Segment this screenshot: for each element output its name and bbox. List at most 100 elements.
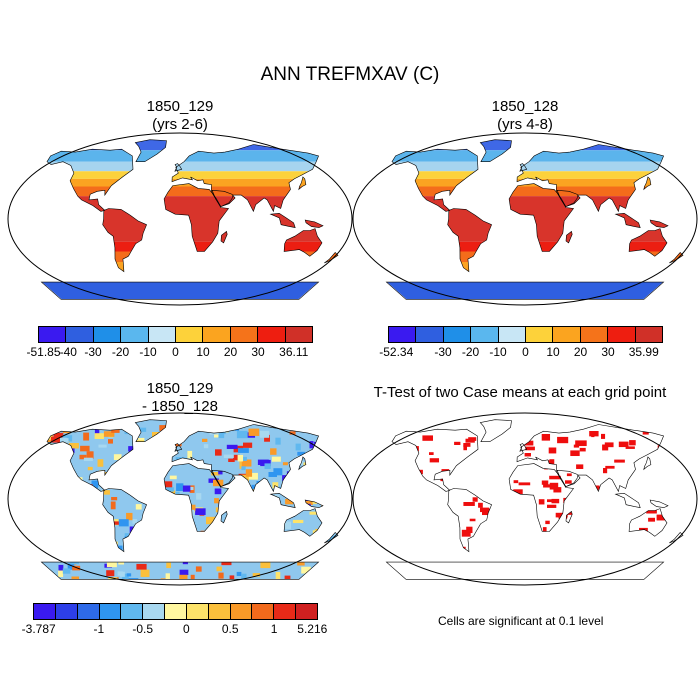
colorbar-1850-129-swatch <box>148 327 177 342</box>
coastline <box>479 419 512 442</box>
coastline <box>324 531 339 544</box>
colorbar-difference <box>33 603 318 620</box>
colorbar-difference-tick-label: 0.5 <box>221 622 239 636</box>
map-border <box>352 412 698 586</box>
coastline <box>447 208 492 273</box>
coastline <box>479 139 512 162</box>
colorbar-difference-swatch <box>121 604 144 619</box>
colorbar-1850-128-tick-label: 30 <box>601 345 615 359</box>
colorbar-1850-128-swatch <box>635 327 663 342</box>
colorbar-1850-129-tick-label: -40 <box>59 345 77 359</box>
panel4-title-line1: T-Test of two Case means at each grid po… <box>373 384 667 401</box>
colorbar-1850-128-tick-label: -10 <box>489 345 507 359</box>
colorbar-difference-tick-label: 5.216 <box>297 622 328 636</box>
colorbar-1850-129-labels: -51.85 -40 -30 -20 -10 0 10 20 30 36.11 <box>26 345 313 361</box>
coastline-antarctica <box>385 561 665 580</box>
colorbar-difference-swatch <box>274 604 297 619</box>
coastline <box>516 424 665 493</box>
map-border <box>7 132 353 306</box>
map-panel-difference <box>7 412 353 586</box>
panel3-title-line2: - 1850_128 <box>142 398 218 415</box>
coastline <box>614 492 641 508</box>
colorbar-1850-129-swatch <box>176 327 204 342</box>
coastline <box>669 251 684 264</box>
coastline <box>508 183 575 252</box>
coastline <box>391 428 479 492</box>
colorbar-1850-129-swatch <box>66 327 94 342</box>
colorbar-1850-129 <box>38 326 313 343</box>
colorbar-1850-129-swatch <box>203 327 231 342</box>
colorbar-1850-128-tick-label: 35.99 <box>628 345 659 359</box>
coastline <box>556 189 581 207</box>
coastline <box>211 189 236 207</box>
panel1-title: 1850_129 (yrs 2-6) <box>30 98 330 134</box>
colorbar-difference-tick-label: -1 <box>93 622 105 636</box>
coastline <box>304 499 324 508</box>
colorbar-difference-tick-label: 0 <box>182 622 190 636</box>
coastline <box>447 488 492 553</box>
colorbar-difference-swatch <box>99 604 122 619</box>
colorbar-1850-129-tick-label: -20 <box>111 345 130 359</box>
map-border <box>7 412 353 586</box>
coastline <box>628 508 668 537</box>
coastline <box>643 456 652 471</box>
coastline <box>174 443 183 452</box>
coastline <box>298 456 307 471</box>
colorbar-difference-tick-label: -3.787 <box>21 622 56 636</box>
colorbar-1850-129-swatch <box>230 327 259 342</box>
colorbar-1850-128-labels: -52.34 -30 -20 -10 0 10 20 30 35.99 <box>379 345 663 361</box>
coastline <box>163 183 230 252</box>
land-fill <box>41 139 338 300</box>
colorbar-1850-129-tick-label: -10 <box>139 345 157 359</box>
coastline <box>508 463 575 532</box>
colorbar-difference-swatch <box>208 604 231 619</box>
coastline <box>46 148 134 212</box>
panel3-title: 1850_129 - 1850_128 <box>30 380 330 416</box>
colorbar-1850-129-tick-label: 0 <box>172 345 179 359</box>
land-fill <box>41 419 338 580</box>
colorbar-1850-128-tick-label: -52.34 <box>379 345 414 359</box>
colorbar-1850-129-tick-label: -30 <box>84 345 102 359</box>
coastline <box>298 176 307 191</box>
colorbar-difference-swatch <box>143 604 166 619</box>
coastline-antarctica <box>40 561 320 580</box>
colorbar-1850-129-tick-label: 30 <box>251 345 265 359</box>
panel4-title: T-Test of two Case means at each grid po… <box>350 384 690 402</box>
coastline <box>519 163 528 172</box>
colorbar-1850-129-swatch <box>258 327 286 342</box>
colorbar-1850-128-swatch <box>580 327 609 342</box>
colorbar-1850-128 <box>388 326 663 343</box>
coastline <box>304 219 324 228</box>
figure-title: ANN TREFMXAV (C) <box>260 64 440 85</box>
coastline <box>565 510 573 524</box>
colorbar-1850-128-tick-label: 0 <box>522 345 529 359</box>
colorbar-difference-tick-label: -0.5 <box>132 622 154 636</box>
colorbar-1850-128-swatch <box>498 327 527 342</box>
coastline <box>134 419 167 442</box>
colorbar-difference-swatch <box>230 604 253 619</box>
coastline <box>174 163 183 172</box>
coastline-antarctica <box>385 281 665 300</box>
panel1-title-line2: (yrs 2-6) <box>152 116 208 133</box>
coastline <box>391 148 479 212</box>
coastline <box>134 139 167 162</box>
panel1-title-line1: 1850_129 <box>146 98 214 115</box>
coastline <box>614 212 641 228</box>
coastline <box>519 443 528 452</box>
colorbar-1850-128-swatch <box>526 327 554 342</box>
colorbar-difference-swatch <box>55 604 78 619</box>
colorbar-1850-128-swatch <box>553 327 581 342</box>
colorbar-1850-129-tick-label: -51.85 <box>26 345 61 359</box>
colorbar-1850-129-swatch <box>39 327 67 342</box>
map-panel-1850-128 <box>352 132 698 306</box>
colorbar-1850-128-tick-label: 10 <box>546 345 560 359</box>
colorbar-1850-128-swatch <box>608 327 636 342</box>
panel2-title: 1850_128 (yrs 4-8) <box>375 98 675 134</box>
ttest-significance-note: Cells are significant at 0.1 level <box>438 614 604 628</box>
coastline <box>171 144 320 213</box>
map-border <box>352 132 698 306</box>
panel2-title-line1: 1850_128 <box>491 98 559 115</box>
colorbar-difference-swatch <box>34 604 56 619</box>
colorbar-1850-128-tick-label: 20 <box>573 345 588 359</box>
colorbar-difference-swatch <box>252 604 275 619</box>
